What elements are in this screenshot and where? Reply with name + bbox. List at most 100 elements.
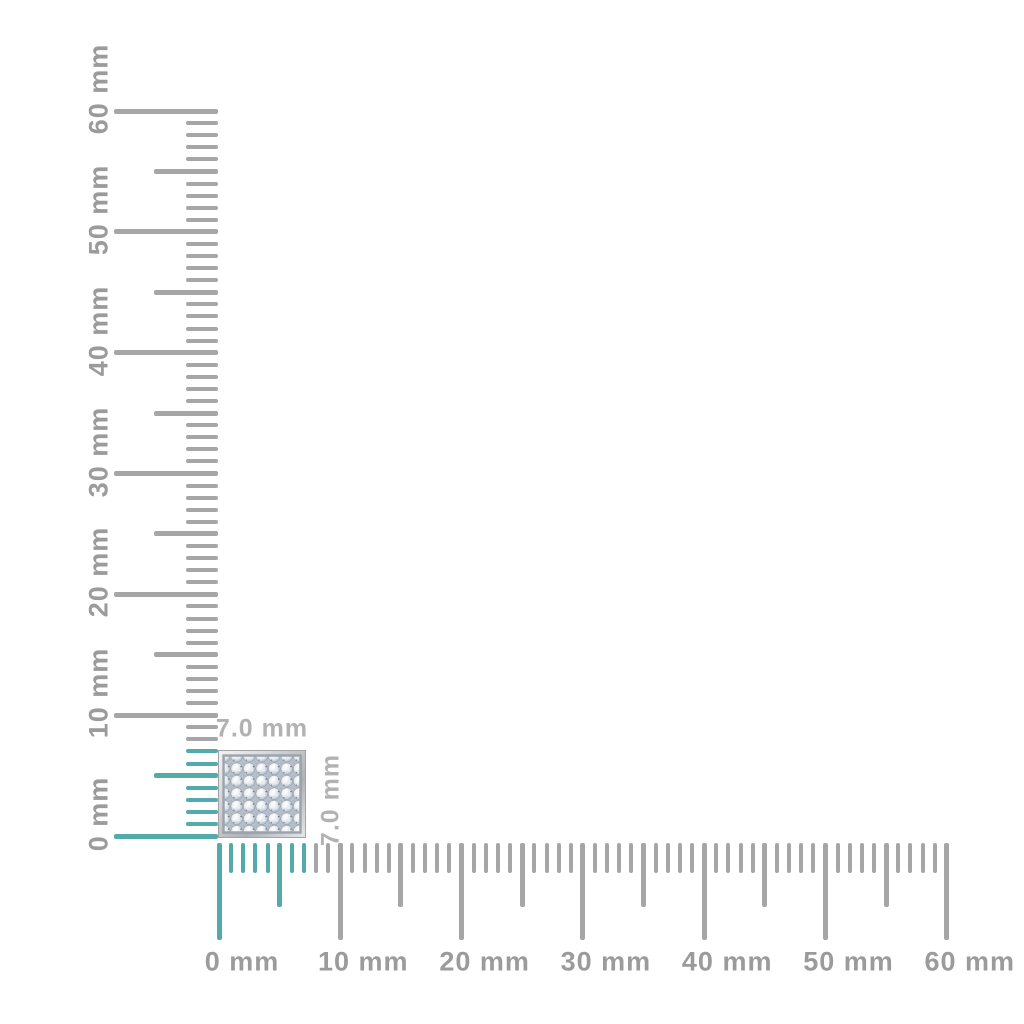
v-tick-25mm	[154, 531, 218, 537]
v-tick-49mm	[186, 241, 218, 246]
v-tick-54mm	[186, 181, 218, 186]
h-tick-54mm	[872, 843, 877, 873]
h-tick-46mm	[774, 843, 779, 873]
h-tick-43mm	[738, 843, 743, 873]
v-tick-36mm	[186, 399, 218, 403]
h-tick-51mm	[835, 843, 840, 873]
v-tick-33mm	[186, 435, 218, 440]
h-tick-26mm	[532, 843, 537, 873]
v-tick-40mm	[114, 350, 218, 356]
h-tick-50mm	[823, 843, 828, 940]
v-axis-label-40mm: 40 mm	[83, 285, 114, 376]
v-tick-42mm	[186, 326, 218, 331]
v-axis-label-30mm: 30 mm	[83, 406, 114, 497]
h-tick-42mm	[726, 843, 731, 873]
h-tick-18mm	[435, 843, 440, 873]
h-tick-27mm	[544, 843, 549, 873]
v-tick-43mm	[186, 314, 218, 319]
pave-square-stud-graphic	[218, 750, 306, 838]
h-tick-37mm	[665, 843, 670, 873]
h-tick-15mm	[398, 843, 404, 907]
h-tick-20mm	[459, 843, 465, 940]
v-tick-3mm	[186, 797, 218, 802]
v-axis-label-10mm: 10 mm	[83, 647, 114, 739]
h-tick-14mm	[386, 843, 391, 873]
h-tick-44mm	[750, 843, 755, 873]
v-tick-56mm	[186, 157, 218, 162]
h-tick-0mm	[216, 843, 222, 940]
h-tick-24mm	[508, 843, 513, 873]
v-tick-13mm	[186, 676, 218, 681]
h-tick-59mm	[932, 843, 937, 873]
v-tick-37mm	[186, 386, 218, 391]
h-tick-53mm	[859, 843, 864, 873]
h-tick-52mm	[847, 843, 852, 873]
v-tick-29mm	[186, 483, 218, 488]
v-tick-21mm	[186, 580, 218, 585]
v-tick-38mm	[186, 374, 218, 379]
v-tick-58mm	[186, 133, 218, 138]
v-tick-5mm	[154, 773, 218, 779]
h-tick-9mm	[326, 843, 331, 873]
v-tick-28mm	[186, 495, 218, 500]
v-axis-label-50mm: 50 mm	[83, 164, 114, 256]
h-tick-22mm	[483, 843, 488, 873]
h-axis-label-40mm: 40 mm	[681, 946, 773, 977]
h-tick-12mm	[362, 843, 367, 873]
v-tick-57mm	[186, 145, 218, 150]
h-tick-4mm	[265, 843, 270, 873]
h-tick-29mm	[568, 843, 573, 873]
h-tick-35mm	[641, 843, 647, 907]
h-tick-6mm	[289, 843, 294, 873]
h-tick-40mm	[701, 843, 707, 940]
v-tick-46mm	[186, 278, 218, 283]
v-tick-14mm	[186, 664, 218, 669]
v-tick-7mm	[186, 749, 218, 754]
v-tick-2mm	[186, 809, 218, 814]
v-tick-53mm	[186, 193, 218, 198]
v-tick-41mm	[186, 338, 218, 343]
h-tick-34mm	[629, 843, 634, 873]
h-axis-label-30mm: 30 mm	[560, 946, 652, 977]
v-tick-39mm	[186, 362, 218, 367]
h-tick-41mm	[714, 843, 719, 873]
v-tick-18mm	[186, 616, 218, 621]
v-tick-34mm	[186, 423, 218, 428]
v-axis-label-0mm: 0 mm	[83, 776, 114, 852]
h-tick-21mm	[471, 843, 476, 873]
v-tick-6mm	[186, 761, 218, 766]
h-tick-49mm	[811, 843, 816, 873]
h-tick-33mm	[617, 843, 622, 873]
v-tick-52mm	[186, 205, 218, 210]
h-axis-label-0mm: 0 mm	[204, 946, 280, 977]
h-tick-36mm	[653, 843, 658, 873]
v-tick-0mm	[114, 833, 218, 839]
v-tick-31mm	[186, 459, 218, 464]
h-tick-16mm	[411, 843, 416, 873]
v-tick-50mm	[114, 229, 218, 235]
v-tick-4mm	[186, 785, 218, 790]
h-tick-58mm	[920, 843, 925, 873]
v-tick-60mm	[114, 108, 218, 114]
v-tick-59mm	[186, 121, 218, 126]
v-tick-17mm	[186, 628, 218, 633]
v-tick-20mm	[114, 591, 218, 597]
h-tick-7mm	[301, 843, 306, 873]
v-tick-24mm	[186, 544, 218, 548]
v-tick-11mm	[186, 701, 218, 706]
v-tick-32mm	[186, 447, 218, 452]
object-width-label: 7.0 mm	[215, 714, 309, 743]
h-tick-45mm	[762, 843, 768, 907]
v-tick-19mm	[186, 604, 218, 609]
h-tick-10mm	[337, 843, 343, 940]
v-tick-15mm	[154, 652, 218, 658]
h-tick-32mm	[605, 843, 610, 873]
h-tick-1mm	[229, 843, 234, 873]
h-tick-55mm	[883, 843, 889, 907]
h-tick-11mm	[350, 843, 355, 873]
object-height-label: 7.0 mm	[316, 753, 345, 847]
v-tick-48mm	[186, 254, 218, 259]
v-tick-44mm	[186, 302, 218, 307]
h-tick-30mm	[580, 843, 586, 940]
